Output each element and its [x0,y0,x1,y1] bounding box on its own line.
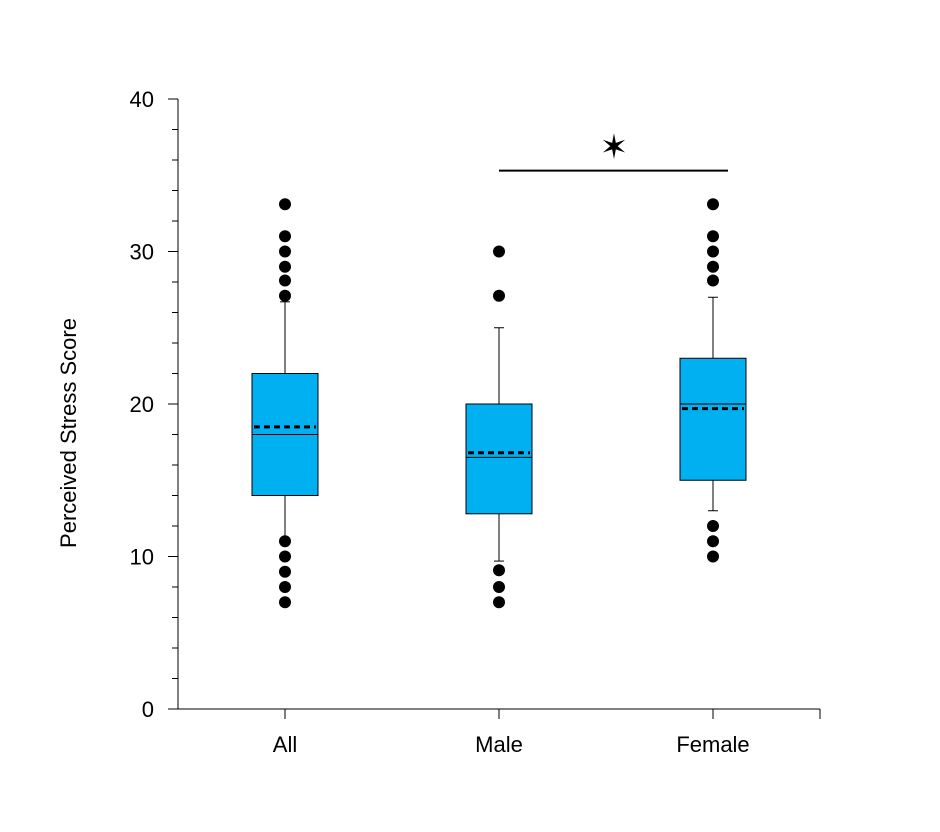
outlier-point [707,535,719,548]
outlier-point [279,230,291,243]
outlier-point [707,520,719,532]
outlier-point [279,565,291,578]
x-tick-label: All [273,732,297,757]
outlier-point [279,581,291,593]
significance-marker: ✶ [600,129,629,167]
outlier-point [493,596,505,609]
box-group-female [679,198,747,563]
box-series [251,198,747,609]
box-iqr [465,403,533,515]
outlier-point [707,230,719,243]
box-group-all [251,198,319,609]
outlier-point [279,274,291,287]
outlier-point [279,245,291,258]
outlier-point [707,260,719,273]
outlier-point [707,274,719,287]
y-tick-label: 10 [130,545,154,570]
outlier-point [279,550,291,563]
outlier-point [279,198,291,211]
y-tick-label: 20 [130,392,154,417]
outlier-point [493,564,505,577]
outlier-point [493,289,505,302]
outlier-point [279,289,291,302]
outlier-point [707,245,719,258]
y-tick-label: 40 [130,87,154,112]
outlier-point [279,260,291,273]
x-tick-label: Male [475,732,523,757]
outlier-point [279,596,291,609]
y-axis-title: Perceived Stress Score [56,318,81,548]
outlier-point [493,245,505,258]
outlier-point [279,535,291,548]
outlier-point [493,581,505,593]
outlier-point [707,550,719,563]
box-group-male [465,245,533,609]
significance-annotation: ✶ [499,129,728,172]
y-tick-label: 30 [130,240,154,265]
y-tick-label: 0 [142,697,154,722]
outlier-point [707,198,719,211]
x-tick-label: Female [676,732,749,757]
axes: 0 10 20 30 40 All Male Female [130,87,821,757]
box-iqr [679,357,747,481]
